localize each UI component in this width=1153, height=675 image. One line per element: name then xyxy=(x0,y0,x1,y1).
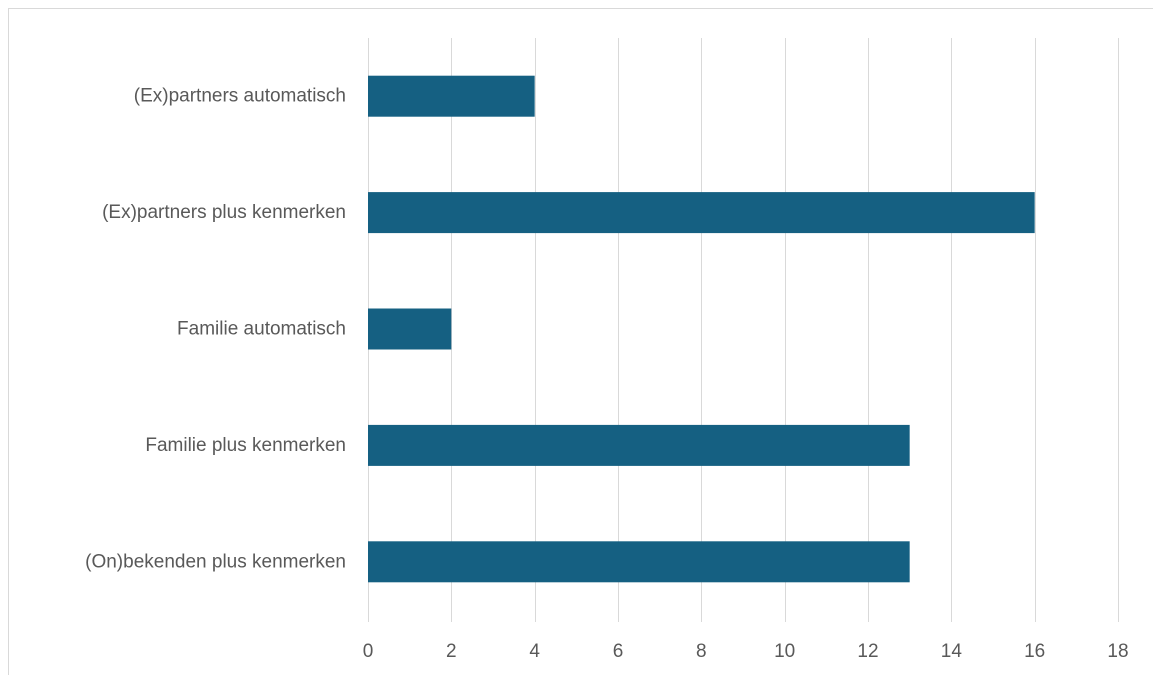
x-tick-label: 14 xyxy=(941,641,963,662)
category-label: Familie automatisch xyxy=(177,319,346,340)
x-tick-label: 16 xyxy=(1024,641,1045,662)
x-tick-label: 18 xyxy=(1107,641,1128,662)
x-tick-label: 10 xyxy=(774,641,795,662)
x-tick-label: 2 xyxy=(446,641,457,662)
grid-lines xyxy=(368,38,1119,622)
category-label: (Ex)partners plus kenmerken xyxy=(102,202,346,223)
bar xyxy=(368,75,535,117)
x-tick-label: 8 xyxy=(696,641,707,662)
x-tick-label: 12 xyxy=(857,641,878,662)
x-tick-label: 6 xyxy=(613,641,624,662)
category-label: (Ex)partners automatisch xyxy=(134,86,346,107)
x-tick-labels: 0 2 4 6 8 10 12 14 16 18 xyxy=(363,641,1129,662)
category-labels: (Ex)partners automatisch (Ex)partners plu… xyxy=(85,86,346,573)
bar xyxy=(368,541,910,583)
category-label: Familie plus kenmerken xyxy=(145,435,346,456)
x-tick-label: 0 xyxy=(363,641,374,662)
bar xyxy=(368,192,1035,234)
bar xyxy=(368,424,910,466)
x-tick-label: 4 xyxy=(529,641,540,662)
category-label: (On)bekenden plus kenmerken xyxy=(85,551,346,572)
bar xyxy=(368,308,452,350)
bars xyxy=(368,75,1035,583)
